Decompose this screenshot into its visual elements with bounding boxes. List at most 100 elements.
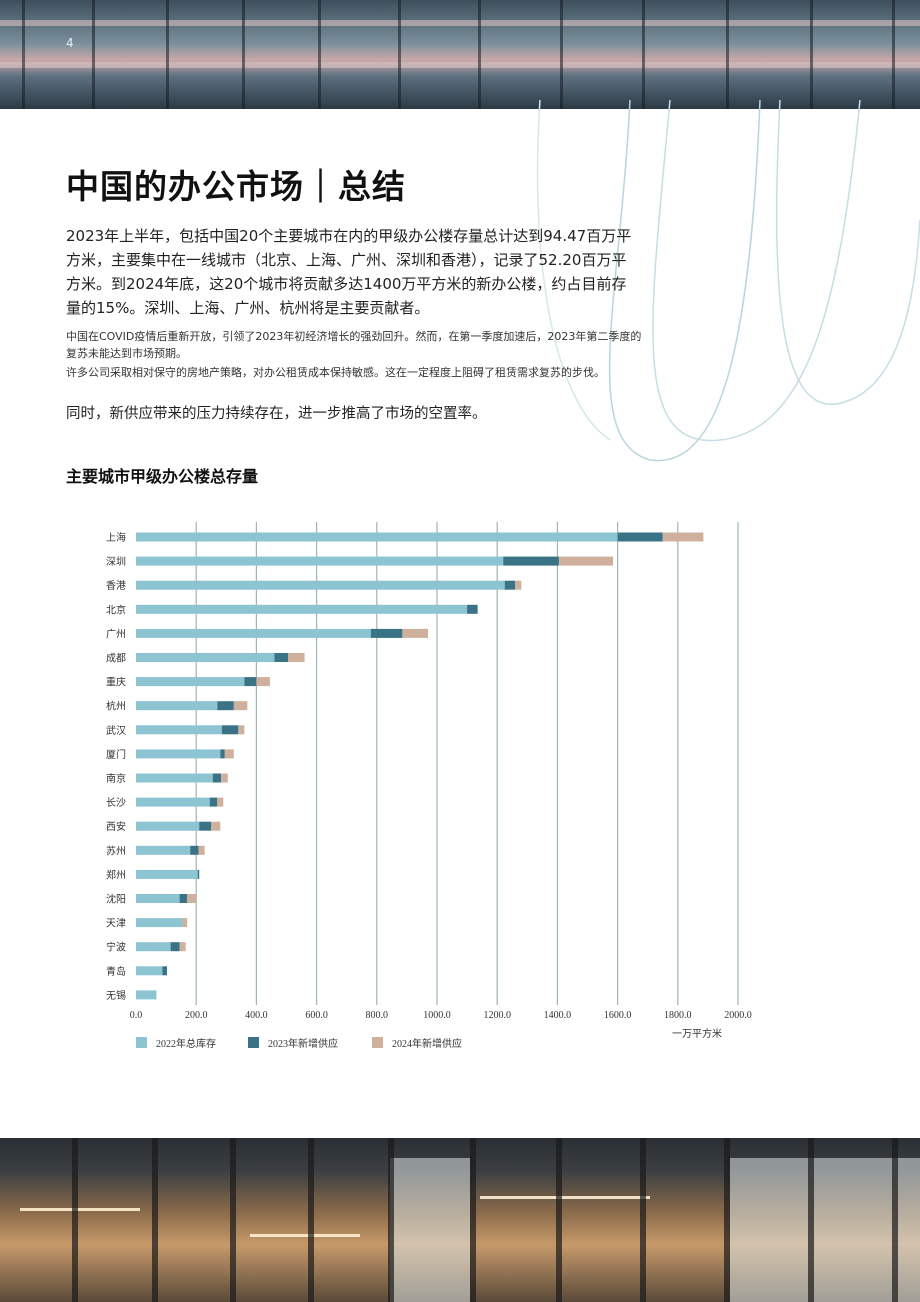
- decorative-arcs: [536, 100, 920, 462]
- photo-window: [730, 1158, 920, 1302]
- bar-segment: [136, 653, 275, 662]
- legend-label: 2023年新增供应: [268, 1037, 338, 1050]
- bar-segment: [224, 749, 234, 759]
- legend-label: 2022年总库存: [156, 1037, 216, 1050]
- bar-segment: [503, 556, 559, 566]
- photo-mullion: [22, 0, 25, 109]
- photo-mullion: [892, 0, 895, 109]
- bar-segment: [238, 725, 245, 735]
- closing-paragraph: 同时，新供应带来的压力持续存在，进一步推高了市场的空置率。: [66, 406, 487, 422]
- legend-swatch: [372, 1037, 383, 1048]
- bar-segment: [197, 869, 200, 879]
- bar-segment: [217, 701, 234, 711]
- bar-segment: [221, 773, 228, 783]
- bar-segment: [136, 773, 213, 783]
- bar-segment: [136, 869, 198, 879]
- bar-segment: [136, 701, 218, 711]
- photo-mullion: [398, 0, 401, 109]
- photo-band: [0, 62, 920, 68]
- legend-swatch: [248, 1037, 259, 1048]
- category-label: 北京: [106, 603, 126, 616]
- category-label: 南京: [106, 772, 126, 785]
- bar-segment: [187, 894, 197, 903]
- bar-segment: [515, 580, 522, 590]
- chart-title: 主要城市甲级办公楼总存量: [66, 467, 259, 486]
- bar-segment: [288, 653, 305, 662]
- bar-segment: [136, 532, 618, 542]
- bar-segment: [233, 701, 248, 711]
- bar-segment: [662, 532, 704, 542]
- header-photo: 4: [0, 0, 920, 109]
- photo-column: [892, 1138, 898, 1302]
- category-label: 厦门: [106, 748, 126, 761]
- category-label: 无锡: [106, 989, 126, 1002]
- bar-segment: [182, 918, 188, 928]
- bar-segment: [136, 749, 221, 759]
- category-label: 西安: [106, 820, 126, 833]
- chart-x-ticks: 0.0 200.0 400.0 600.0 800.0 1000.0 1200.0 1400.…: [130, 1010, 752, 1021]
- bar-segment: [504, 580, 516, 590]
- photo-mullion: [560, 0, 563, 109]
- category-label: 杭州: [106, 700, 126, 713]
- body-paragraph-1: 中国在COVID疫情后重新开放，引领了2023年初经济增长的强劲回升。然而，在第…: [66, 330, 642, 360]
- bar-segment: [402, 628, 428, 638]
- photo-column: [308, 1138, 314, 1302]
- bar-segment: [136, 821, 200, 831]
- category-label: 重庆: [106, 676, 126, 689]
- x-tick-label: 1200.0: [483, 1010, 511, 1021]
- bar-segment: [370, 628, 403, 638]
- chart-gridlines: [195, 522, 739, 1005]
- photo-column: [72, 1138, 78, 1302]
- x-tick-label: 400.0: [245, 1010, 268, 1021]
- category-label: 郑州: [106, 868, 126, 881]
- bar-segment: [136, 990, 157, 1000]
- photo-light: [480, 1196, 650, 1199]
- bar-segment: [136, 942, 171, 952]
- x-tick-label: 1000.0: [423, 1010, 451, 1021]
- x-tick-label: 1800.0: [664, 1010, 692, 1021]
- photo-mullion: [318, 0, 321, 109]
- category-label: 成都: [106, 653, 126, 665]
- bar-segment: [136, 725, 222, 735]
- photo-mullion: [166, 0, 169, 109]
- category-label: 宁波: [106, 941, 126, 954]
- office-stock-chart: 上海深圳香港北京广州成都重庆杭州武汉厦门南京长沙西安苏州郑州沈阳天津宁波青岛无锡…: [106, 522, 752, 1050]
- bar-segment: [212, 773, 222, 783]
- category-label: 武汉: [106, 724, 126, 737]
- bar-segment: [274, 653, 289, 662]
- bar-segment: [136, 580, 505, 590]
- bar-segment: [198, 845, 205, 855]
- chart-bars: [136, 532, 704, 1000]
- bar-segment: [558, 556, 614, 566]
- footer-photo: [0, 1138, 920, 1302]
- page-title: 中国的办公市场｜总结: [66, 167, 406, 206]
- photo-mullion: [92, 0, 95, 109]
- photo-mullion: [478, 0, 481, 109]
- legend-swatch: [136, 1037, 147, 1048]
- bar-segment: [136, 918, 183, 928]
- page-number: 4: [66, 36, 74, 50]
- photo-mullion: [810, 0, 813, 109]
- photo-column: [556, 1138, 562, 1302]
- photo-light: [250, 1234, 360, 1237]
- bar-segment: [617, 532, 663, 542]
- photo-column: [152, 1138, 158, 1302]
- photo-column: [230, 1138, 236, 1302]
- x-tick-label: 200.0: [185, 1010, 208, 1021]
- bar-segment: [136, 677, 245, 687]
- photo-light: [20, 1208, 140, 1211]
- category-label: 苏州: [106, 844, 126, 857]
- bar-segment: [136, 604, 468, 614]
- bar-segment: [170, 942, 180, 952]
- bar-segment: [136, 797, 210, 807]
- x-tick-label: 600.0: [305, 1010, 328, 1021]
- photo-mullion: [642, 0, 645, 109]
- legend-label: 2024年新增供应: [392, 1037, 462, 1050]
- category-label: 上海: [106, 531, 126, 544]
- photo-column: [388, 1138, 394, 1302]
- body-paragraph-2: 许多公司采取相对保守的房地产策略，对办公租赁成本保持敏感。这在一定程度上阻碍了租…: [66, 366, 605, 379]
- bar-segment: [136, 966, 163, 976]
- bar-segment: [179, 942, 186, 952]
- category-label: 天津: [106, 918, 126, 930]
